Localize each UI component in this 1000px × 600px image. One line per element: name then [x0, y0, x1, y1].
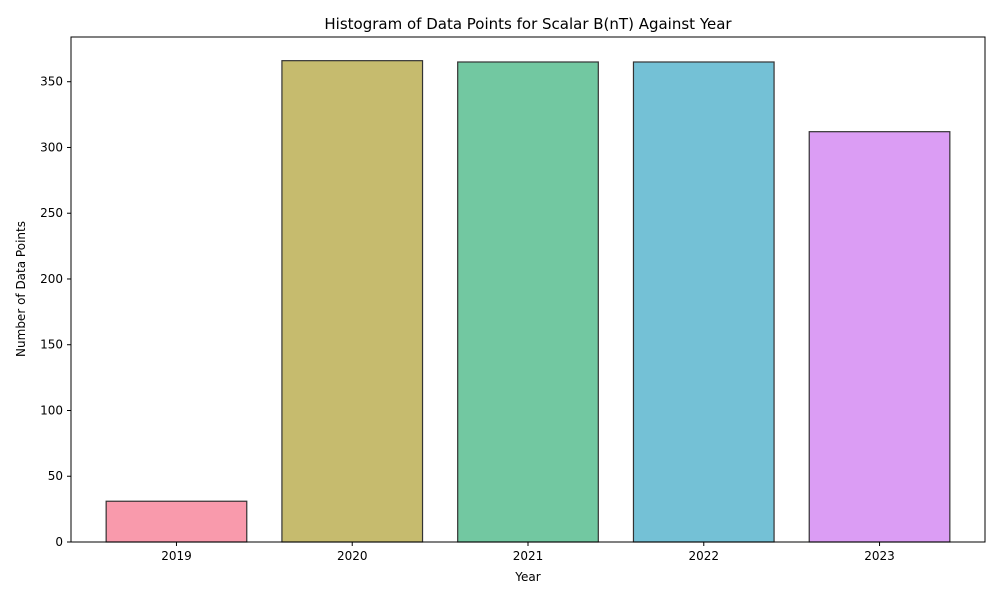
y-axis: 0 50 100 150 200 250 300 350 — [40, 75, 71, 549]
y-tick-label: 100 — [40, 403, 63, 417]
y-tick-label: 50 — [48, 469, 63, 483]
y-tick-label: 250 — [40, 206, 63, 220]
y-tick-label: 0 — [55, 535, 63, 549]
bar-2019 — [105, 500, 248, 543]
bar-2023 — [808, 131, 951, 543]
bar-2021 — [457, 61, 599, 543]
plot-frame — [70, 36, 986, 543]
chart-title: Histogram of Data Points for Scalar B(nT… — [324, 15, 732, 33]
y-tick-label: 300 — [40, 140, 63, 154]
y-tick-label: 350 — [40, 75, 63, 89]
y-tick-label: 200 — [40, 272, 63, 286]
x-axis-label: Year — [514, 570, 540, 584]
x-tick-label: 2019 — [161, 549, 192, 563]
y-axis-label: Number of Data Points — [14, 221, 28, 357]
x-tick-label: 2020 — [337, 549, 368, 563]
bars-group — [105, 60, 951, 543]
x-axis: 2019 2020 2021 2022 2023 — [161, 542, 895, 563]
y-tick-label: 150 — [40, 338, 63, 352]
bar-2020 — [281, 60, 424, 543]
x-tick-label: 2023 — [864, 549, 895, 563]
x-tick-label: 2021 — [513, 549, 544, 563]
bar-2022 — [632, 61, 775, 543]
x-tick-label: 2022 — [688, 549, 719, 563]
